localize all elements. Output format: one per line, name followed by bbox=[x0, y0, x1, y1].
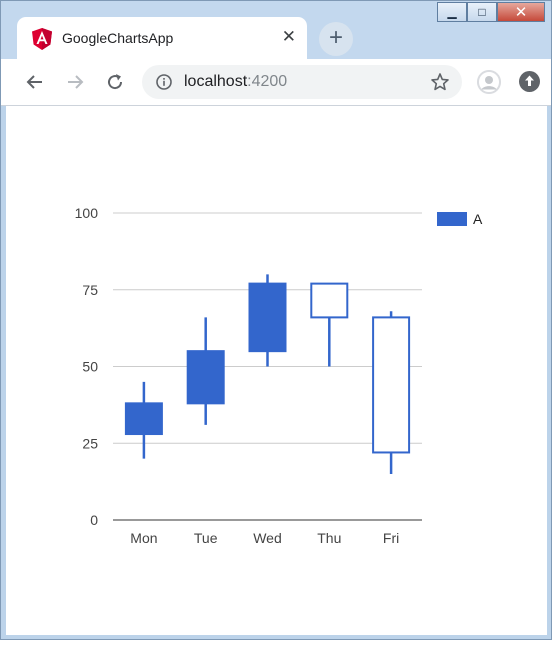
star-icon[interactable] bbox=[430, 72, 450, 92]
x-tick-label: Tue bbox=[194, 530, 218, 546]
legend-label: A bbox=[473, 211, 483, 227]
candlestick-chart: 0 25 50 75 100 Mon Tue Wed Thu Fri A bbox=[75, 205, 483, 546]
x-tick-label: Thu bbox=[317, 530, 341, 546]
profile-avatar-icon[interactable] bbox=[477, 70, 501, 94]
x-tick-label: Wed bbox=[253, 530, 282, 546]
tab-close-icon[interactable]: ✕ bbox=[281, 27, 296, 46]
candle-body bbox=[186, 350, 225, 405]
y-tick-label: 100 bbox=[75, 205, 99, 221]
candle-body bbox=[372, 316, 411, 454]
url-text: localhost:4200 bbox=[184, 73, 287, 91]
title-bar: ▁ □ ✕ GoogleChartsApp ✕ + bbox=[1, 1, 551, 59]
candle-body bbox=[124, 402, 163, 436]
angular-logo-icon bbox=[32, 28, 52, 50]
x-tick-label: Fri bbox=[383, 530, 399, 546]
close-window-button[interactable]: ✕ bbox=[497, 2, 545, 22]
x-tick-label: Mon bbox=[130, 530, 157, 546]
y-tick-label: 75 bbox=[82, 282, 98, 298]
update-icon[interactable] bbox=[519, 71, 540, 92]
url-port: :4200 bbox=[247, 73, 288, 90]
browser-toolbar: localhost:4200 bbox=[1, 59, 551, 106]
candle-body bbox=[248, 282, 287, 353]
maximize-button[interactable]: □ bbox=[467, 2, 497, 22]
candle-body bbox=[310, 282, 349, 319]
back-arrow-icon[interactable] bbox=[23, 70, 47, 94]
window-controls: ▁ □ ✕ bbox=[437, 2, 545, 22]
y-tick-label: 50 bbox=[82, 359, 98, 375]
new-tab-button[interactable]: + bbox=[319, 22, 353, 56]
minimize-button[interactable]: ▁ bbox=[437, 2, 467, 22]
legend-swatch bbox=[437, 212, 467, 226]
url-host: localhost bbox=[184, 73, 248, 90]
address-bar[interactable]: localhost:4200 bbox=[142, 65, 462, 99]
tab-title: GoogleChartsApp bbox=[62, 30, 174, 46]
info-icon[interactable] bbox=[156, 74, 172, 90]
page-content: 0 25 50 75 100 Mon Tue Wed Thu Fri A bbox=[6, 106, 547, 635]
y-tick-label: 25 bbox=[82, 435, 98, 451]
y-tick-label: 0 bbox=[90, 512, 98, 528]
browser-tab[interactable]: GoogleChartsApp ✕ bbox=[17, 17, 307, 59]
forward-arrow-icon[interactable] bbox=[63, 70, 87, 94]
reload-icon[interactable] bbox=[103, 70, 127, 94]
